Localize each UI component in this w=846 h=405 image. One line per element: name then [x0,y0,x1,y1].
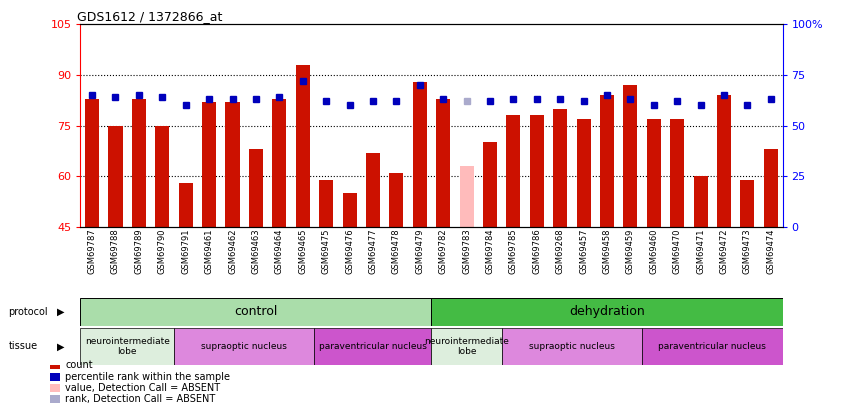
Text: tissue: tissue [8,341,37,351]
Text: GSM69782: GSM69782 [439,228,448,274]
Bar [80,298,431,326]
Bar [202,102,216,227]
Text: neurointermediate
lobe: neurointermediate lobe [424,337,509,356]
Text: dehydration: dehydration [569,305,645,318]
Text: GSM69268: GSM69268 [556,228,564,274]
Bar [437,98,450,227]
Text: GSM69472: GSM69472 [720,228,728,274]
Text: GSM69464: GSM69464 [275,228,283,274]
Bar [624,85,637,227]
Bar [642,328,783,364]
Bar [431,328,502,364]
Text: neurointermediate
lobe: neurointermediate lobe [85,337,169,356]
Text: GSM69791: GSM69791 [181,228,190,274]
Bar [647,119,661,227]
Bar [459,166,474,227]
Bar [85,98,99,227]
Text: GSM69474: GSM69474 [766,228,775,274]
Bar [413,82,426,227]
Text: GSM69457: GSM69457 [580,228,588,274]
Text: GSM69461: GSM69461 [205,228,213,274]
Text: GSM69458: GSM69458 [602,228,612,274]
Text: GSM69783: GSM69783 [462,228,471,274]
Bar [51,373,60,381]
Text: paraventricular nucleus: paraventricular nucleus [319,342,427,351]
Text: GSM69479: GSM69479 [415,228,424,274]
Bar [156,126,169,227]
Text: GSM69465: GSM69465 [299,228,307,274]
Bar [108,126,123,227]
Bar [296,65,310,227]
Text: GDS1612 / 1372866_at: GDS1612 / 1372866_at [77,10,222,23]
Bar [272,98,286,227]
Text: value, Detection Call = ABSENT: value, Detection Call = ABSENT [65,383,221,393]
Bar [249,149,263,227]
Text: GSM69478: GSM69478 [392,228,401,274]
Text: supraoptic nucleus: supraoptic nucleus [529,342,615,351]
Text: GSM69475: GSM69475 [321,228,331,274]
Bar [600,95,614,227]
Bar [717,95,731,227]
Bar [507,115,520,227]
Bar [389,173,404,227]
Text: GSM69477: GSM69477 [369,228,377,274]
Bar [530,115,544,227]
Text: protocol: protocol [8,307,48,317]
Bar [577,119,591,227]
Bar [174,328,315,364]
Bar [553,109,567,227]
Bar [694,176,707,227]
Bar [315,328,431,364]
Text: ▶: ▶ [58,341,64,351]
Bar [51,384,60,392]
Bar [51,360,60,369]
Text: control: control [234,305,277,318]
Text: GSM69473: GSM69473 [743,228,752,274]
Text: GSM69462: GSM69462 [228,228,237,274]
Text: GSM69460: GSM69460 [650,228,658,274]
Text: rank, Detection Call = ABSENT: rank, Detection Call = ABSENT [65,394,216,404]
Text: GSM69790: GSM69790 [158,228,167,274]
Text: ▶: ▶ [58,307,64,317]
Bar [431,298,783,326]
Bar [670,119,684,227]
Text: GSM69459: GSM69459 [626,228,634,274]
Bar [51,395,60,403]
Text: percentile rank within the sample: percentile rank within the sample [65,372,230,382]
Text: GSM69471: GSM69471 [696,228,705,274]
Bar [179,183,193,227]
Bar [226,102,239,227]
Bar [132,98,146,227]
Bar [80,328,174,364]
Bar [319,179,333,227]
Text: GSM69785: GSM69785 [509,228,518,274]
Text: GSM69470: GSM69470 [673,228,682,274]
Text: GSM69784: GSM69784 [486,228,494,274]
Bar [366,153,380,227]
Text: paraventricular nucleus: paraventricular nucleus [658,342,766,351]
Text: GSM69787: GSM69787 [88,228,96,274]
Bar [502,328,642,364]
Text: GSM69463: GSM69463 [251,228,261,274]
Text: GSM69786: GSM69786 [532,228,541,274]
Text: count: count [65,360,93,370]
Bar [740,179,755,227]
Text: GSM69789: GSM69789 [135,228,143,274]
Bar [483,143,497,227]
Text: GSM69476: GSM69476 [345,228,354,274]
Text: GSM69788: GSM69788 [111,228,120,274]
Text: supraoptic nucleus: supraoptic nucleus [201,342,287,351]
Bar [764,149,777,227]
Bar [343,193,356,227]
